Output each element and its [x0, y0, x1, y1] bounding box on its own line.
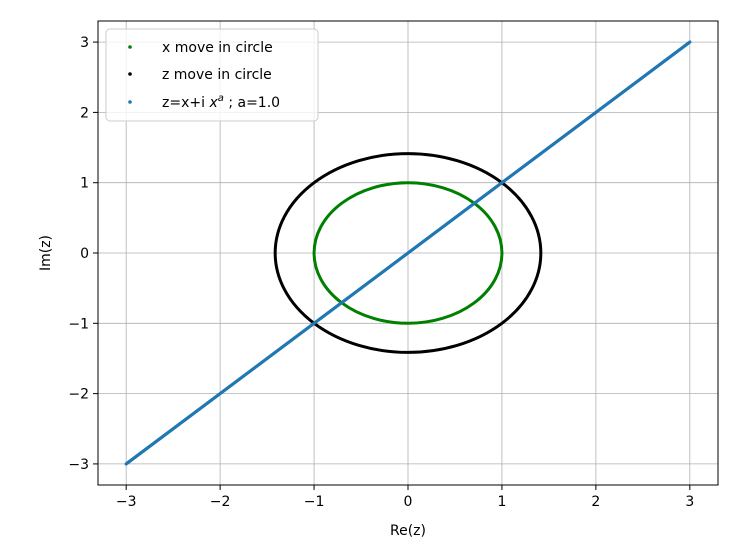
x-axis-ticks: −3 −2 −1 0 1 2 3 — [116, 485, 694, 510]
legend-marker-x-circle — [128, 45, 132, 49]
series-z-line — [124, 40, 692, 466]
legend-marker-z-circle — [128, 72, 132, 76]
x-tick-label: 1 — [497, 494, 506, 510]
series-x-circle — [312, 181, 504, 325]
y-tick-label: −3 — [68, 457, 89, 473]
x-tick-label: −1 — [304, 494, 325, 510]
y-tick-label: 0 — [80, 246, 89, 262]
legend: x move in circle z move in circle z=x+i … — [105, 28, 319, 122]
y-tick-label: 1 — [80, 176, 89, 192]
series-z-circle — [273, 152, 543, 354]
legend-marker-z-line — [128, 100, 132, 104]
x-tick-label: 3 — [685, 494, 694, 510]
y-tick-label: 3 — [80, 35, 89, 51]
y-tick-label: −2 — [68, 387, 89, 403]
x-tick-label: −3 — [116, 494, 137, 510]
series-layer — [124, 40, 692, 466]
y-axis-ticks: −3 −2 −1 0 1 2 3 — [68, 35, 98, 473]
legend-box — [105, 28, 319, 122]
y-axis-label: Im(z) — [38, 235, 54, 271]
x-tick-label: −2 — [210, 494, 231, 510]
x-tick-label: 0 — [404, 494, 413, 510]
legend-label-z-circle: z move in circle — [162, 67, 272, 83]
x-axis-label: Re(z) — [390, 523, 426, 539]
y-tick-label: −1 — [68, 316, 89, 332]
y-tick-label: 2 — [80, 105, 89, 121]
legend-label-z-line: z=x+i xa ; a=1.0 — [162, 93, 280, 111]
legend-label-x-circle: x move in circle — [162, 40, 273, 56]
x-tick-label: 2 — [591, 494, 600, 510]
